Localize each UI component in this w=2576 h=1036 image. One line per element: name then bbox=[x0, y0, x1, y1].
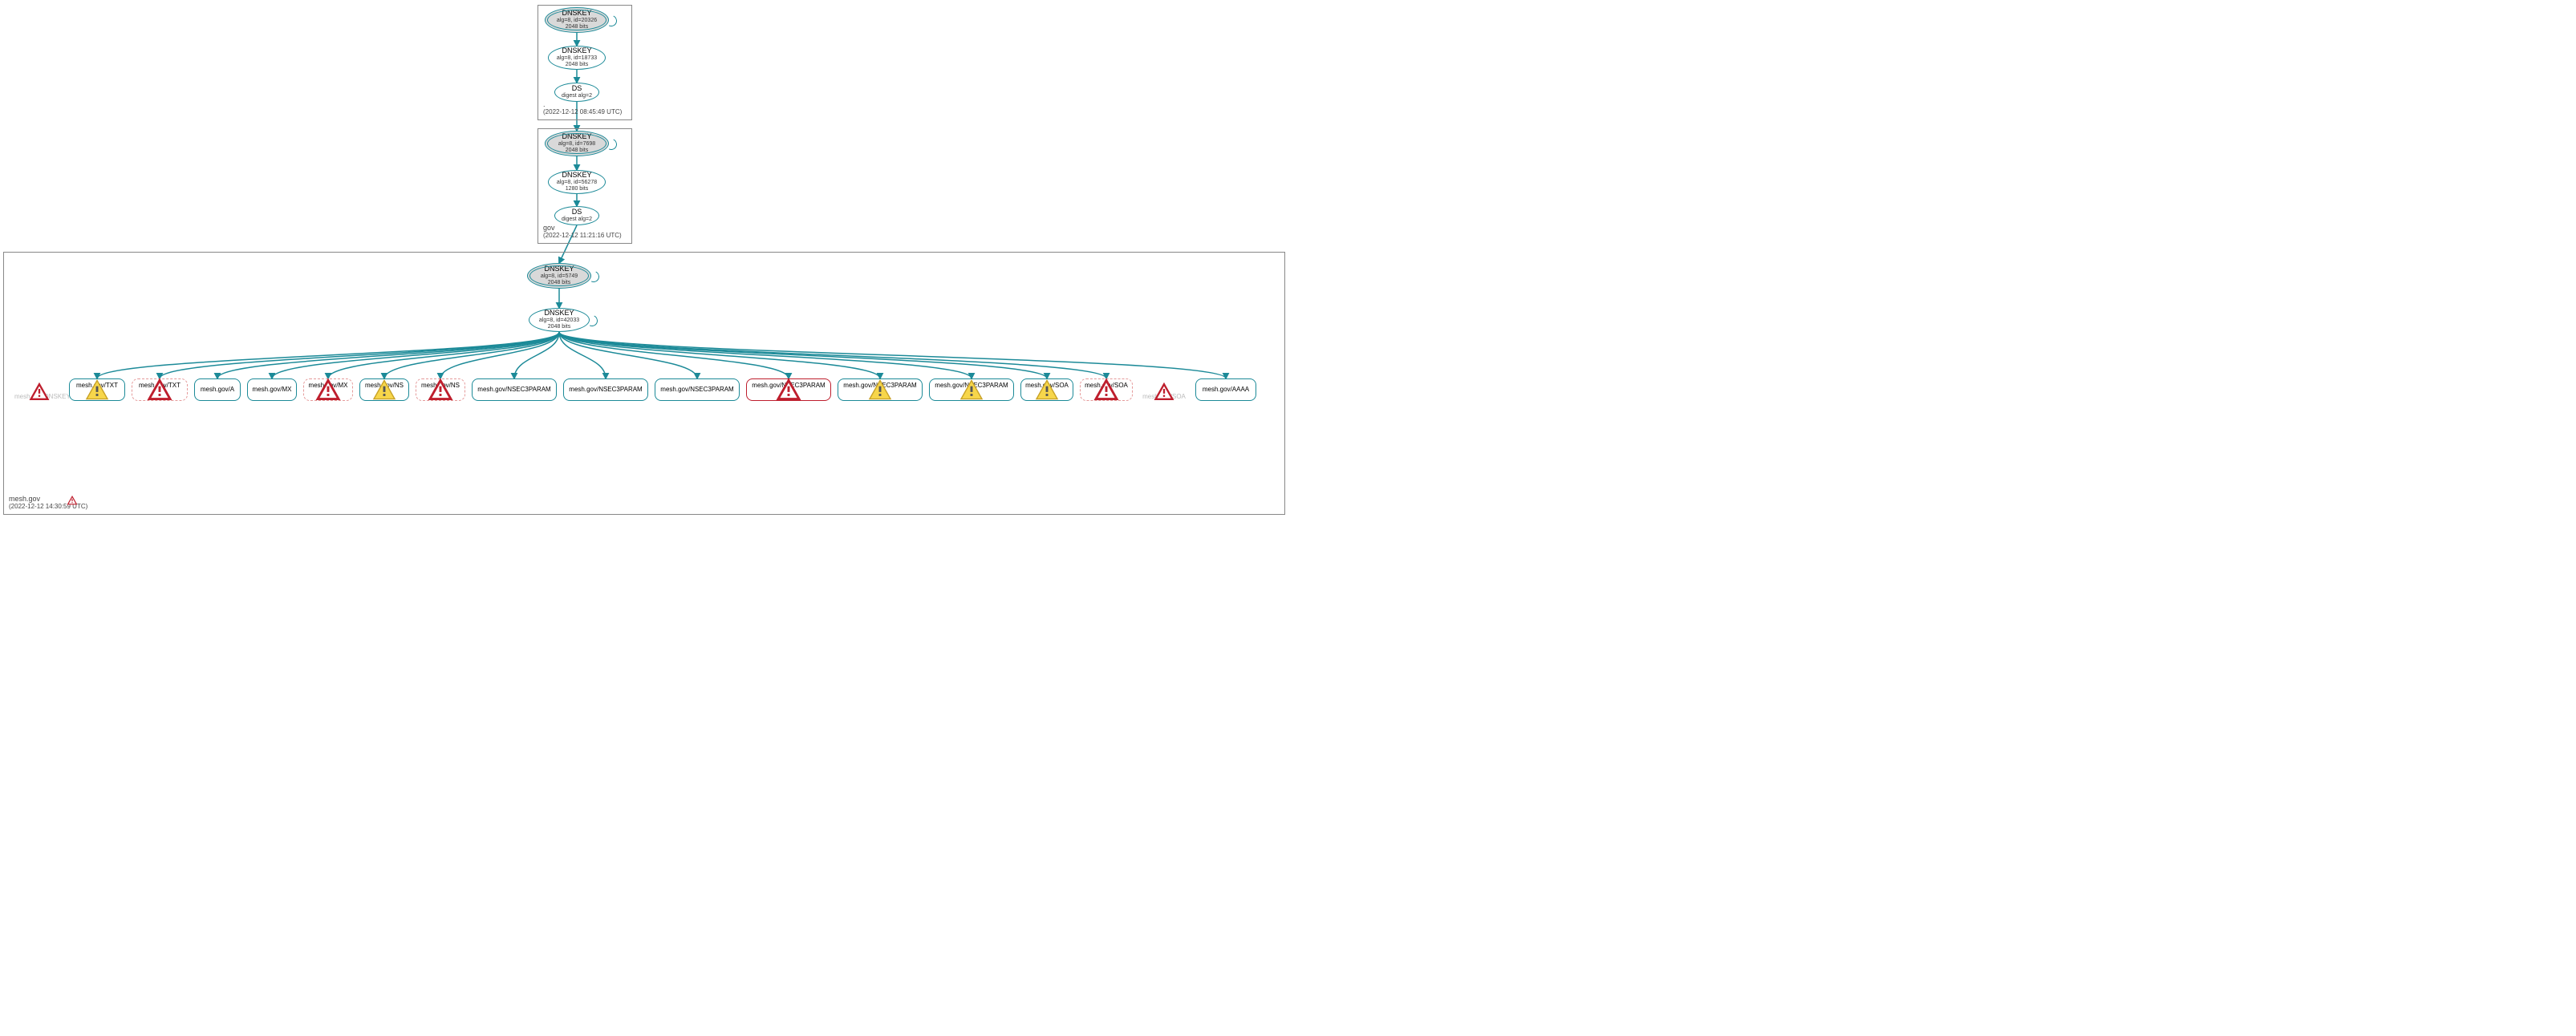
error-icon bbox=[155, 389, 164, 397]
node-meshgov-zsk: DNSKEYalg=8, id=420332048 bits bbox=[529, 308, 590, 332]
warn-icon bbox=[379, 389, 389, 397]
warn-icon bbox=[92, 389, 102, 397]
error-icon bbox=[784, 389, 793, 397]
warn-icon bbox=[1042, 389, 1052, 397]
rrset-node: mesh.gov/TXT bbox=[132, 378, 188, 401]
node-gov-ksk: DNSKEYalg=8, id=76982048 bits bbox=[545, 131, 609, 156]
zone-root-ts: (2022-12-12 08:45:49 UTC) bbox=[543, 108, 622, 115]
rrset-node: mesh.gov/NSEC3PARAM bbox=[655, 378, 740, 401]
error-icon bbox=[323, 389, 333, 397]
zone-gov-label: gov (2022-12-12 11:21:16 UTC) bbox=[543, 224, 622, 240]
zone-root-name: . bbox=[543, 100, 546, 108]
error-icon bbox=[436, 389, 445, 397]
rrset-ghost: mesh.gov/DNSKEY bbox=[14, 383, 64, 400]
rrset-node: mesh.gov/MX bbox=[247, 378, 297, 401]
rrset-node: mesh.gov/A bbox=[194, 378, 241, 401]
rrset-node: mesh.gov/NS bbox=[359, 378, 409, 401]
rrset-ghost: mesh.gov/SOA bbox=[1139, 383, 1189, 400]
zone-root-label: . (2022-12-12 08:45:49 UTC) bbox=[543, 100, 622, 116]
rrset-node: mesh.gov/NSEC3PARAM bbox=[746, 378, 831, 401]
rrset-node: mesh.gov/NS bbox=[416, 378, 465, 401]
node-meshgov-ksk: DNSKEYalg=8, id=57492048 bits bbox=[527, 263, 591, 289]
warn-icon bbox=[967, 389, 976, 397]
zone-gov-ts: (2022-12-12 11:21:16 UTC) bbox=[543, 232, 622, 239]
dnssec-diagram: . (2022-12-12 08:45:49 UTC) gov (2022-12… bbox=[0, 0, 1288, 518]
node-gov-zsk: DNSKEYalg=8, id=562781280 bits bbox=[548, 170, 606, 194]
node-root-ksk: DNSKEYalg=8, id=203262048 bits bbox=[545, 7, 609, 33]
rrset-node: mesh.gov/NSEC3PARAM bbox=[472, 378, 557, 401]
rrset-node: mesh.gov/MX bbox=[303, 378, 353, 401]
zone-meshgov-name: mesh.gov bbox=[9, 495, 40, 503]
rrset-node: mesh.gov/SOA bbox=[1080, 378, 1133, 401]
rrset-node: mesh.gov/SOA bbox=[1020, 378, 1073, 401]
node-root-zsk: DNSKEYalg=8, id=187332048 bits bbox=[548, 46, 606, 70]
rrset-node: mesh.gov/AAAA bbox=[1195, 378, 1256, 401]
rrset-node: mesh.gov/NSEC3PARAM bbox=[563, 378, 648, 401]
node-root-ds: DSdigest alg=2 bbox=[554, 83, 599, 102]
rrset-node: mesh.gov/NSEC3PARAM bbox=[838, 378, 923, 401]
zone-gov-name: gov bbox=[543, 224, 555, 232]
warn-icon bbox=[875, 389, 885, 397]
node-gov-ds: DSdigest alg=2 bbox=[554, 206, 599, 225]
rrset-node: mesh.gov/TXT bbox=[69, 378, 125, 401]
rrset-node: mesh.gov/NSEC3PARAM bbox=[929, 378, 1014, 401]
zone-meshgov-status-icon bbox=[67, 496, 77, 505]
error-icon bbox=[1101, 389, 1111, 397]
